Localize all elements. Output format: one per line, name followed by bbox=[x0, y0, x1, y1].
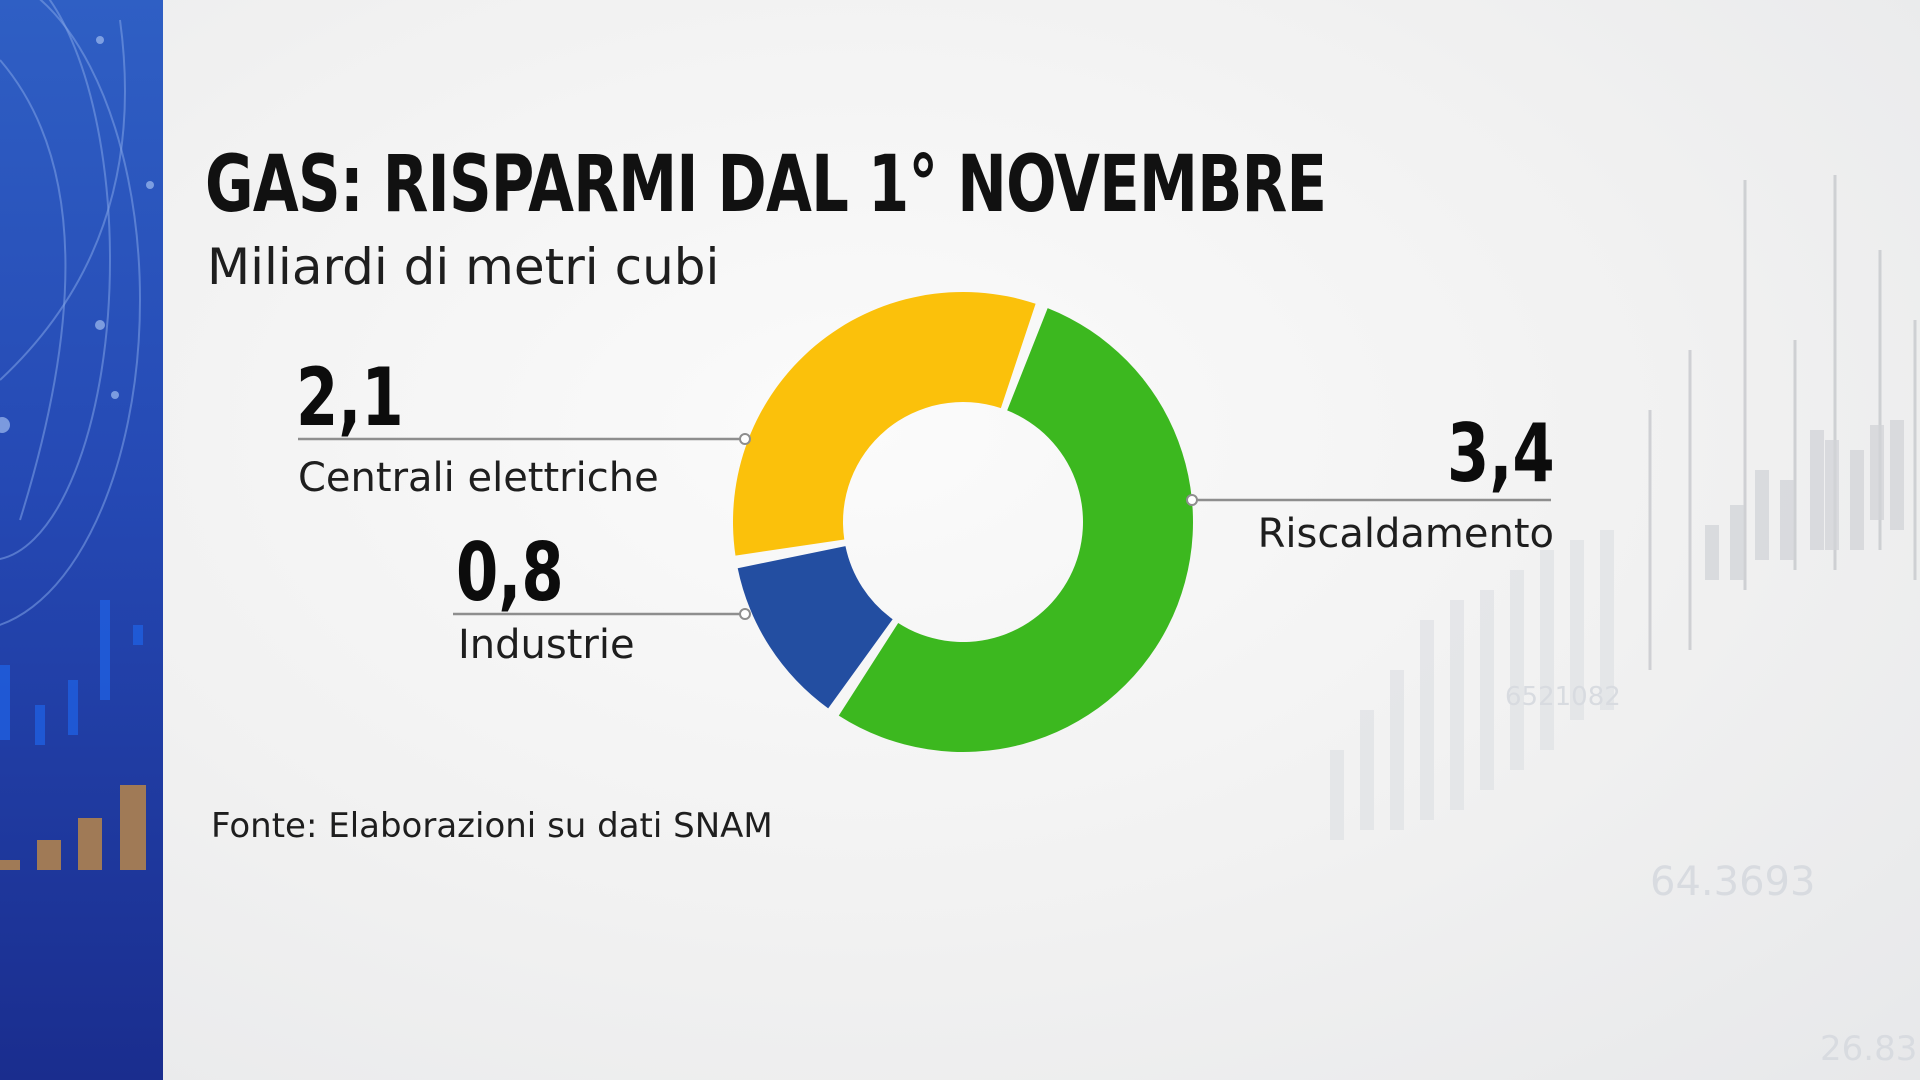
network-decoration bbox=[0, 0, 154, 870]
left-decorative-panel bbox=[0, 0, 163, 1080]
background-number-1: 6521082 bbox=[1505, 682, 1621, 712]
leader-dot-centrali bbox=[739, 433, 751, 445]
source-note: Fonte: Elaborazioni su dati SNAM bbox=[211, 806, 773, 846]
leader-dot-riscaldamento bbox=[1186, 494, 1198, 506]
value-label-industrie: 0,8 bbox=[456, 526, 564, 619]
background-market-decoration: 6521082 64.3693 26.83 bbox=[1330, 175, 1917, 1069]
category-label-industrie: Industrie bbox=[458, 622, 635, 668]
category-label-centrali: Centrali elettriche bbox=[298, 455, 659, 501]
donut-slice-centrali-elettriche bbox=[732, 292, 1036, 556]
leader-dot-industrie bbox=[739, 608, 751, 620]
category-label-riscaldamento: Riscaldamento bbox=[1257, 511, 1554, 557]
chart-title: GAS: RISPARMI DAL 1° NOVEMBRE bbox=[205, 140, 1327, 230]
donut-slice-industrie bbox=[737, 546, 893, 709]
chart-subtitle: Miliardi di metri cubi bbox=[207, 238, 720, 296]
background-number-2: 64.3693 bbox=[1650, 859, 1815, 905]
value-label-riscaldamento: 3,4 bbox=[1447, 407, 1555, 500]
value-label-centrali: 2,1 bbox=[296, 351, 404, 444]
donut-slice-riscaldamento bbox=[838, 308, 1194, 753]
background-number-3: 26.83 bbox=[1820, 1029, 1917, 1069]
